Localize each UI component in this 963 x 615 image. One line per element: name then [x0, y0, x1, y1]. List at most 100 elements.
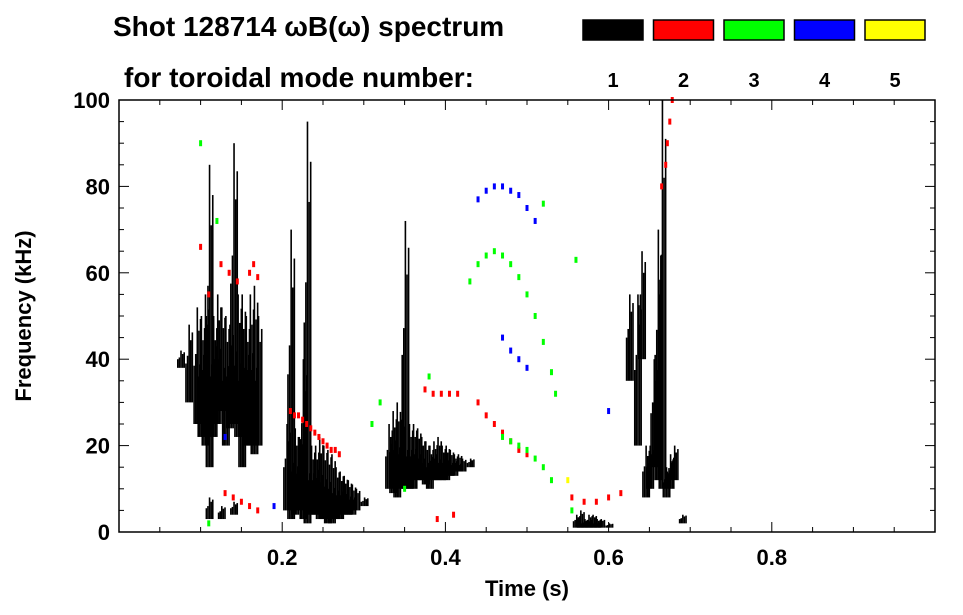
spectral-bar-mode-1	[260, 328, 263, 446]
spectral-bar-mode-1	[643, 466, 646, 498]
spectral-bar-mode-1	[352, 499, 355, 511]
spectral-bar-mode-1	[247, 354, 250, 446]
spectral-bar-mode-1	[211, 364, 213, 437]
spectral-bar-mode-1	[307, 480, 310, 515]
spectral-bar-mode-1	[471, 460, 474, 468]
spectral-bar-mode-1	[669, 454, 672, 489]
spectral-bar-mode-1	[201, 370, 204, 446]
spectral-bar-mode-1	[644, 262, 647, 360]
spectral-bar-mode-1	[653, 359, 656, 468]
spectral-bar-mode-1	[257, 316, 260, 446]
spectral-point-mode-2	[235, 278, 239, 285]
spectral-bar-mode-1	[429, 460, 432, 481]
spectral-point-mode-3	[378, 399, 382, 406]
spectral-point-mode-2	[317, 433, 321, 440]
spectral-bar-mode-1	[233, 143, 235, 424]
spectral-point-mode-2	[256, 507, 260, 514]
spectral-bar-mode-1	[651, 402, 654, 468]
spectral-point-mode-3	[427, 373, 431, 380]
spectral-bar-mode-1	[291, 471, 293, 515]
spectral-bar-mode-1	[404, 220, 407, 489]
spectral-bar-mode-1	[445, 445, 447, 481]
spectral-bar-mode-1	[365, 499, 367, 507]
spectral-bar-mode-1	[354, 497, 356, 511]
spectral-point-mode-2	[248, 269, 252, 276]
spectral-bar-mode-1	[652, 449, 655, 489]
spectral-point-mode-4	[501, 183, 505, 190]
legend-swatch-mode-2	[652, 19, 715, 41]
x-tick-label: 0.2	[267, 545, 298, 570]
spectral-bar-mode-1	[221, 307, 223, 412]
spectral-bar-mode-1	[188, 324, 190, 403]
spectral-bar-mode-1	[200, 316, 203, 437]
spectral-point-mode-2	[252, 261, 256, 268]
spectral-bar-mode-1	[425, 441, 427, 485]
spectral-bar-mode-1	[393, 449, 395, 498]
spectral-bar-mode-1	[347, 480, 350, 515]
spectral-bar-mode-1	[582, 522, 585, 528]
spectral-point-mode-2	[248, 503, 252, 510]
spectral-bar-mode-1	[193, 365, 195, 424]
spectral-bar-mode-1	[348, 499, 350, 515]
spectral-bar-mode-1	[425, 467, 428, 489]
spectral-bar-mode-1	[443, 459, 446, 481]
spectral-bar-mode-1	[420, 436, 423, 481]
spectral-bar-mode-1	[223, 367, 226, 446]
spectral-point-mode-2	[219, 261, 223, 268]
axes: 0.2 0.4 0.6 0.8 0 20 40 60 80 100	[73, 88, 935, 570]
spectral-bar-mode-1	[423, 458, 425, 485]
spectral-bar-mode-1	[323, 486, 326, 524]
spectral-point-mode-2	[305, 421, 309, 427]
spectral-bar-mode-1	[635, 354, 638, 446]
spectral-bar-mode-1	[390, 443, 393, 494]
spectral-bar-mode-1	[638, 324, 641, 446]
spectral-bar-mode-1	[405, 456, 408, 489]
spectral-bar-mode-1	[677, 449, 679, 481]
spectral-bar-mode-1	[286, 424, 288, 511]
spectral-point-mode-2	[456, 390, 460, 397]
spectral-point-mode-4	[607, 408, 611, 415]
spectral-point-mode-3	[199, 140, 203, 147]
spectral-bar-mode-1	[292, 462, 295, 515]
legend: 1 2 3 4 5	[582, 19, 926, 92]
spectral-bar-mode-1	[259, 341, 261, 446]
spectral-point-mode-2	[607, 494, 611, 501]
spectral-bar-mode-1	[442, 462, 444, 481]
spectral-bar-mode-1	[239, 363, 242, 468]
spectral-bar-mode-1	[249, 294, 252, 446]
spectral-point-mode-4	[492, 183, 496, 190]
spectral-bar-mode-1	[408, 424, 411, 489]
spectral-bar-mode-1	[389, 452, 391, 494]
spectral-bar-mode-1	[337, 490, 340, 520]
spectral-bar-mode-1	[650, 413, 652, 468]
spectral-bar-mode-1	[649, 445, 651, 489]
y-tick-label: 0	[98, 520, 110, 545]
spectral-bar-mode-1	[592, 514, 594, 528]
spectral-bar-mode-1	[219, 348, 221, 412]
spectral-point-mode-2	[525, 451, 529, 458]
spectral-bar-mode-1	[242, 380, 244, 446]
spectral-bar-mode-1	[250, 370, 253, 455]
spectral-bar-mode-1	[362, 500, 364, 507]
spectral-point-mode-2	[439, 390, 443, 397]
spectral-bar-mode-1	[222, 508, 225, 520]
spectral-point-mode-2	[301, 416, 305, 423]
spectral-point-mode-4	[517, 192, 521, 199]
spectral-bar-mode-1	[310, 445, 313, 515]
spectral-bar-mode-1	[392, 411, 394, 494]
spectral-bar-mode-1	[640, 309, 642, 446]
spectral-bar-mode-1	[662, 482, 665, 498]
spectral-bar-mode-1	[594, 522, 597, 528]
spectral-bar-mode-1	[638, 305, 640, 360]
spectral-bar-mode-1	[585, 521, 587, 528]
spectral-bar-mode-1	[230, 283, 232, 424]
spectral-bar-mode-1	[660, 255, 662, 489]
spectrogram-marks	[177, 97, 687, 528]
spectral-bar-mode-1	[421, 462, 424, 485]
spectral-point-mode-2	[484, 412, 488, 419]
spectral-point-mode-2	[423, 386, 427, 393]
spectral-bar-mode-1	[343, 475, 345, 515]
spectral-bar-mode-1	[236, 503, 239, 515]
spectral-bar-mode-1	[196, 307, 199, 424]
spectral-point-mode-3	[517, 274, 521, 281]
